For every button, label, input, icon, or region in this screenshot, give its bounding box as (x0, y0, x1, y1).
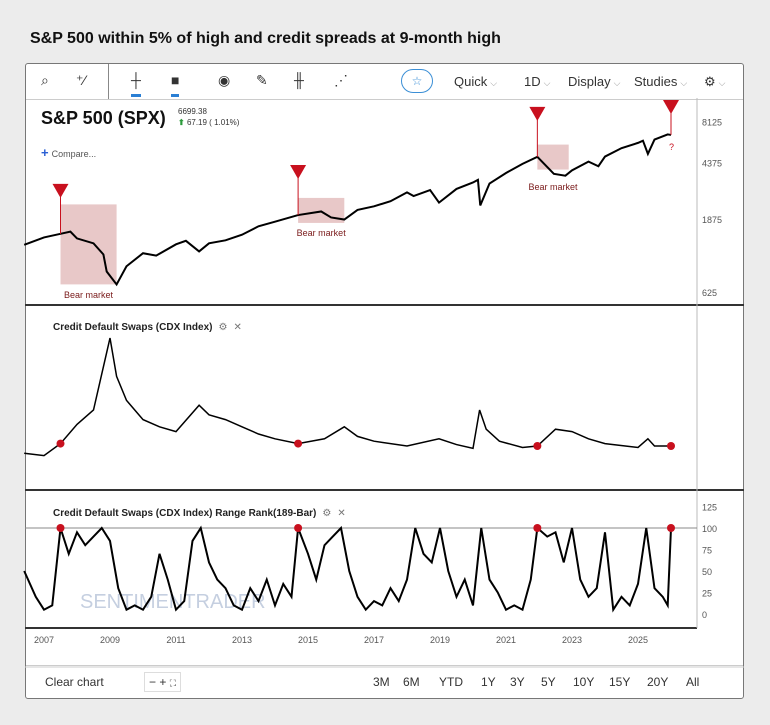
candlestick-icon[interactable]: ╫ (294, 72, 304, 88)
x-tick-label: 2023 (562, 635, 582, 645)
cdx-signal-dot (56, 439, 65, 448)
rank-title: Credit Default Swaps (CDX Index) Range R… (53, 508, 317, 519)
bear-market-label: Bear market (529, 182, 579, 192)
x-tick-label: 2019 (430, 635, 450, 645)
range-10y[interactable]: 10Y (573, 675, 595, 689)
y-tick-label: 25 (702, 589, 712, 599)
studies-dropdown[interactable]: Studies ⌵ (634, 74, 688, 89)
quick-dropdown[interactable]: Quick ⌵ (454, 74, 498, 89)
y-tick-label: 125 (702, 503, 717, 513)
compare-button[interactable]: + Compare... (41, 145, 99, 160)
signal-triangle-marker (290, 165, 307, 180)
y-tick-label: 75 (702, 546, 712, 556)
cdx-signal-dot (533, 442, 542, 450)
y-tick-label: 50 (702, 567, 712, 577)
bear-market-shade (537, 144, 569, 170)
rank-line (23, 525, 672, 613)
price: 6699.38 (178, 107, 207, 116)
rank-signal-dot (294, 524, 303, 532)
spx-line (23, 133, 672, 287)
plus-icon: + (41, 145, 49, 160)
price-change: 67.19 ( 1.01%) (186, 118, 240, 127)
range-all[interactable]: All (686, 675, 700, 689)
y-tick-label: 100 (702, 524, 717, 534)
range-3y[interactable]: 3Y (510, 675, 525, 689)
rank-signal-dot (667, 524, 675, 532)
search-icon[interactable]: ⌕ (41, 72, 49, 88)
panel-close-icon[interactable]: ✕ (233, 322, 242, 333)
chart-window: ⌕ ⁺⁄ ┼ ■ ◉ ✎ ╫ ⋰ ☆ Quick ⌵ 1D ⌵ Display ⌵ S… (25, 63, 744, 699)
cdx-line (24, 337, 671, 457)
y-tick-label: 625 (702, 288, 717, 298)
range-6m[interactable]: 6M (403, 675, 420, 689)
x-tick-label: 2021 (496, 635, 516, 645)
up-arrow-icon: ⬆ (178, 118, 185, 127)
fullscreen-icon[interactable]: ⛶ (169, 678, 177, 688)
bottom-bar: Clear chart − + ⛶ 3M 6M YTD 1Y 3Y 5Y 10Y 15Y 20Y… (26, 665, 743, 698)
interval-label: 1D (524, 74, 541, 89)
x-tick-label: 2015 (298, 635, 318, 645)
signal-triangle-marker (52, 183, 69, 198)
cdx-panel-label: Credit Default Swaps (CDX Index) ⚙ ✕ (53, 322, 242, 333)
x-tick-label: 2017 (364, 635, 384, 645)
panel-gear-icon[interactable]: ⚙ (218, 322, 228, 333)
pattern-icon[interactable]: ⋰ (334, 72, 348, 88)
bear-market-label: Bear market (64, 290, 114, 300)
add-indicator-icon[interactable]: ⁺⁄ (76, 72, 86, 88)
pending-signal-label: ? (669, 142, 674, 152)
rank-panel-label: Credit Default Swaps (CDX Index) Range R… (53, 508, 346, 519)
interval-dropdown[interactable]: 1D ⌵ (524, 74, 551, 89)
x-tick-label: 2011 (166, 635, 185, 645)
rank-signal-dot (56, 524, 65, 532)
zoom-out-button[interactable]: − (149, 675, 157, 689)
signal-triangle-marker (663, 100, 679, 114)
bear-market-label: Bear market (297, 228, 347, 238)
pin-icon[interactable]: ✎ (256, 72, 268, 88)
range-20y[interactable]: 20Y (647, 675, 669, 689)
toolbar-divider (108, 64, 109, 99)
settings-gear-icon[interactable]: ⚙ ⌵ (704, 74, 726, 89)
signal-triangle-marker (529, 106, 546, 121)
studies-label: Studies (634, 74, 678, 89)
crosshair-icon[interactable]: ┼ (131, 72, 141, 97)
y-tick-label: 8125 (702, 118, 722, 128)
range-5y[interactable]: 5Y (541, 675, 556, 689)
zoom-in-button[interactable]: + (159, 675, 167, 689)
y-tick-label: 0 (702, 610, 707, 620)
zoom-controls: − + ⛶ (144, 672, 182, 692)
x-tick-label: 2013 (232, 635, 252, 645)
favorite-button[interactable]: ☆ (401, 69, 433, 93)
toolbar: ⌕ ⁺⁄ ┼ ■ ◉ ✎ ╫ ⋰ ☆ Quick ⌵ 1D ⌵ Display ⌵ S… (26, 64, 743, 100)
cdx-signal-dot (667, 442, 675, 450)
range-ytd[interactable]: YTD (439, 675, 463, 689)
cdx-signal-dot (294, 439, 303, 448)
display-label: Display (568, 74, 611, 89)
y-tick-label: 4375 (702, 159, 722, 169)
x-tick-label: 2009 (100, 635, 120, 645)
panel-close-icon[interactable]: ✕ (337, 508, 346, 519)
x-tick-label: 2007 (34, 635, 54, 645)
price-block: 6699.38 ⬆ 67.19 ( 1.01%) (178, 106, 239, 128)
x-tick-label: 2025 (628, 635, 648, 645)
y-tick-label: 1875 (702, 215, 722, 225)
range-3m[interactable]: 3M (373, 675, 390, 689)
page-title: S&P 500 within 5% of high and credit spr… (30, 30, 501, 47)
range-1y[interactable]: 1Y (481, 675, 496, 689)
panel-gear-icon[interactable]: ⚙ (322, 508, 332, 519)
eye-icon[interactable]: ◉ (218, 72, 231, 88)
quick-label: Quick (454, 74, 488, 89)
info-icon[interactable]: ■ (171, 72, 180, 97)
symbol-title: S&P 500 (SPX) (41, 108, 166, 128)
display-dropdown[interactable]: Display ⌵ (568, 74, 621, 89)
rank-signal-dot (533, 524, 542, 532)
clear-chart-button[interactable]: Clear chart (45, 675, 104, 689)
cdx-title: Credit Default Swaps (CDX Index) (53, 322, 213, 333)
compare-label: Compare... (51, 149, 97, 159)
range-15y[interactable]: 15Y (609, 675, 631, 689)
